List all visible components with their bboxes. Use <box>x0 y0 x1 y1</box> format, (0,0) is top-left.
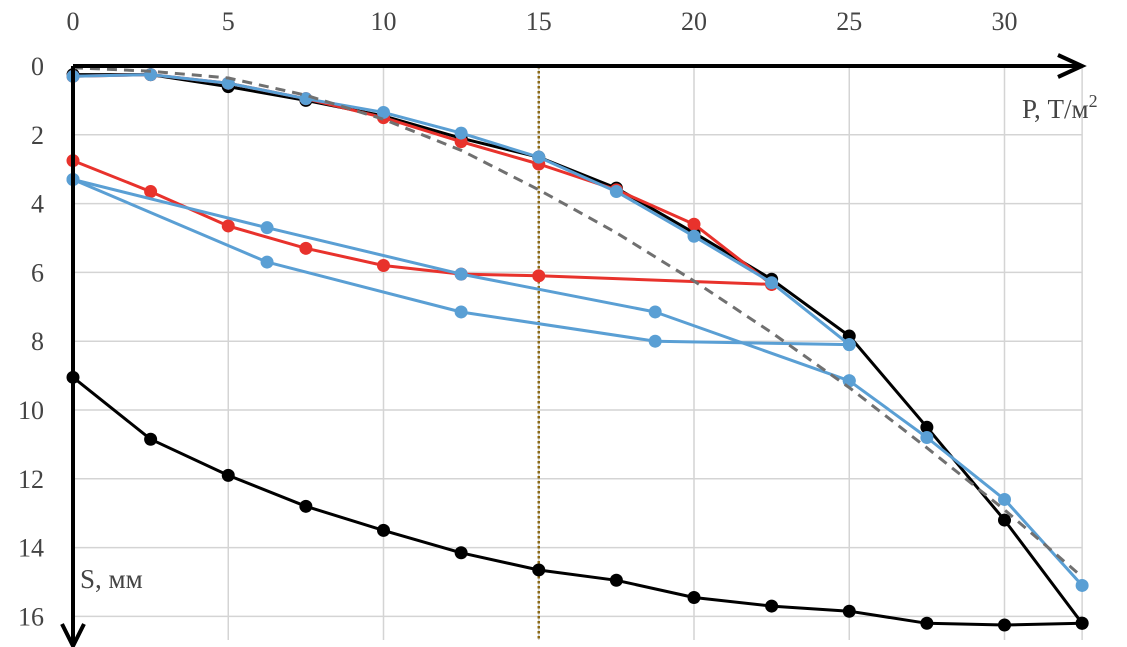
y-tick-label: 2 <box>31 121 44 150</box>
y-axis-arrow <box>60 623 86 647</box>
data-point <box>842 338 856 352</box>
x-tick-label: 5 <box>222 7 235 36</box>
y-tick-label: 8 <box>31 327 44 356</box>
data-point <box>765 599 779 613</box>
data-point <box>998 618 1011 632</box>
x-tick-label: 15 <box>526 7 552 36</box>
axes <box>60 53 1087 647</box>
series-line <box>72 159 772 286</box>
data-point <box>687 590 701 604</box>
x-tick-label: 0 <box>67 7 80 36</box>
x-tick-label: 10 <box>371 7 397 36</box>
series-7 <box>66 173 856 352</box>
data-point <box>687 217 701 231</box>
data-point <box>377 259 390 273</box>
x-tick-label: 30 <box>992 7 1018 36</box>
series-3 <box>66 68 779 291</box>
data-point <box>532 563 546 577</box>
data-point <box>920 431 934 445</box>
data-point <box>609 185 623 199</box>
data-point <box>144 185 158 199</box>
series-line <box>848 379 1084 587</box>
data-point <box>648 305 662 319</box>
series-8 <box>842 374 1089 592</box>
data-point <box>260 221 274 235</box>
data-point <box>609 573 623 587</box>
series-line <box>72 73 773 286</box>
data-point <box>998 513 1011 527</box>
y-tick-label: 16 <box>18 602 44 631</box>
tick-labels: 0 5 10 15 20 25 30 0 2 4 6 8 10 12 14 16 <box>18 7 1018 631</box>
data-point <box>765 276 779 290</box>
y-tick-label: 14 <box>18 534 44 563</box>
data-point <box>144 432 158 446</box>
data-point <box>842 604 856 618</box>
data-point <box>532 150 546 164</box>
y-tick-label: 4 <box>31 190 44 219</box>
y-axis-label: S, мм <box>80 564 143 594</box>
series-layer <box>66 66 1089 632</box>
series-line <box>72 376 1083 627</box>
data-point <box>454 267 468 281</box>
series-line <box>73 73 1084 625</box>
data-point <box>221 219 235 233</box>
series-line <box>72 66 1084 578</box>
x-tick-label: 25 <box>836 7 862 36</box>
x-axis-arrow <box>1057 53 1087 79</box>
x-axis-label: P, Т/м2 <box>1022 91 1098 124</box>
series-2 <box>66 370 1089 632</box>
data-point <box>1075 578 1089 592</box>
data-point <box>920 420 934 434</box>
series-1 <box>66 68 1089 630</box>
y-tick-label: 12 <box>18 465 44 494</box>
data-point <box>532 269 546 283</box>
data-point <box>260 255 274 269</box>
series-9 <box>72 66 1084 578</box>
data-point <box>299 499 313 513</box>
y-tick-label: 6 <box>31 258 44 287</box>
data-point <box>648 334 662 348</box>
data-point <box>454 305 468 319</box>
y-tick-label: 10 <box>18 396 44 425</box>
data-point <box>998 492 1011 506</box>
data-point <box>377 105 390 119</box>
data-point <box>1075 616 1089 630</box>
data-point <box>221 468 235 482</box>
data-point <box>299 241 313 255</box>
data-point <box>454 126 468 140</box>
y-tick-label: 0 <box>31 52 44 81</box>
grid <box>73 66 1083 640</box>
data-point <box>687 229 701 243</box>
x-tick-label: 20 <box>681 7 707 36</box>
data-point <box>920 616 934 630</box>
data-point <box>454 546 468 560</box>
data-point <box>377 523 390 537</box>
